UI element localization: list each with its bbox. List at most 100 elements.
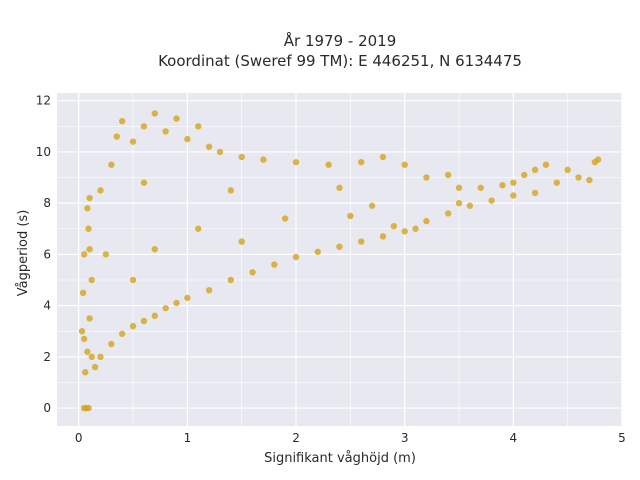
scatter-point	[84, 348, 91, 355]
scatter-point	[227, 187, 235, 194]
x-tick-label: 0	[75, 431, 83, 445]
x-tick-label: 5	[618, 431, 626, 445]
scatter-point	[108, 161, 115, 168]
scatter-point	[80, 335, 88, 343]
scatter-point	[162, 128, 169, 135]
y-tick-label: 12	[36, 94, 51, 108]
x-tick-label: 2	[292, 431, 300, 445]
scatter-point	[477, 184, 484, 191]
scatter-point	[140, 123, 148, 130]
scatter-point	[531, 189, 539, 197]
scatter-point	[140, 317, 148, 325]
y-tick-label: 10	[36, 145, 51, 159]
scatter-point	[444, 210, 452, 217]
chart-title: År 1979 - 2019 Koordinat (Sweref 99 TM):…	[158, 31, 522, 70]
scatter-point	[79, 289, 87, 296]
scatter-point	[97, 187, 104, 194]
scatter-point	[368, 202, 376, 209]
scatter-point	[260, 156, 267, 163]
scatter-point	[466, 202, 474, 209]
scatter-point	[184, 135, 191, 143]
scatter-point	[586, 176, 593, 184]
scatter-point	[88, 353, 95, 361]
scatter-point	[455, 184, 463, 191]
scatter-point	[91, 363, 99, 371]
scatter-point	[249, 269, 256, 276]
scatter-point	[118, 117, 126, 125]
scatter-point	[281, 215, 289, 222]
scatter-point	[314, 248, 321, 256]
scatter-point	[510, 192, 517, 199]
y-tick-label: 2	[43, 350, 51, 364]
scatter-point	[401, 161, 408, 168]
scatter-point	[173, 299, 180, 307]
y-tick-label: 6	[43, 247, 51, 261]
scatter-point	[129, 276, 137, 284]
scatter-point	[390, 223, 398, 230]
scatter-point	[85, 225, 92, 232]
scatter-point	[379, 233, 387, 240]
y-tick-label: 0	[43, 401, 51, 415]
scatter-point	[86, 194, 93, 202]
scatter-point	[358, 158, 365, 166]
scatter-point	[347, 212, 354, 220]
scatter-point	[423, 217, 430, 225]
scatter-point	[140, 179, 148, 186]
chart-title-line-2: Koordinat (Sweref 99 TM): E 446251, N 61…	[158, 52, 522, 70]
y-axis-title: Vågperiod (s)	[16, 210, 31, 297]
scatter-point	[292, 253, 300, 261]
scatter-point	[151, 246, 158, 253]
scatter-point	[575, 174, 582, 181]
scatter-point	[591, 158, 599, 166]
scatter-point	[238, 153, 245, 161]
plot-area	[57, 93, 622, 426]
scatter-point	[151, 312, 158, 320]
scatter-point	[195, 225, 202, 232]
scatter-point	[82, 369, 89, 376]
scatter-point	[113, 133, 120, 140]
scatter-point	[553, 179, 561, 186]
scatter-point	[531, 166, 539, 174]
scatter-point	[271, 261, 278, 268]
scatter-point	[78, 328, 86, 335]
scatter-point	[510, 179, 517, 186]
scatter-point	[358, 238, 365, 245]
scatter-point	[195, 123, 202, 130]
scatter-point	[162, 304, 169, 312]
scatter-point	[85, 404, 92, 412]
scatter-point	[151, 110, 158, 117]
scatter-point	[401, 228, 408, 235]
scatter-point	[238, 238, 245, 245]
x-axis-title: Signifikant våghöjd (m)	[264, 451, 416, 466]
scatter-point	[336, 184, 343, 191]
x-tick-label: 4	[510, 431, 518, 445]
y-tick-label: 4	[43, 299, 51, 313]
scatter-point	[499, 182, 506, 189]
scatter-point	[129, 322, 137, 330]
x-tick-label: 1	[184, 431, 192, 445]
scatter-point	[129, 138, 137, 145]
scatter-point	[84, 205, 91, 212]
scatter-point	[444, 171, 452, 179]
scatter-point	[521, 171, 528, 179]
x-tick-label: 3	[401, 431, 409, 445]
scatter-point	[88, 276, 95, 284]
scatter-point	[102, 251, 110, 258]
scatter-point	[205, 143, 213, 150]
scatter-point	[336, 243, 343, 250]
scatter-point	[325, 161, 332, 168]
scatter-point	[412, 225, 419, 232]
scatter-point	[184, 294, 191, 302]
y-tick-label: 8	[43, 196, 51, 210]
scatter-point	[86, 315, 93, 322]
scatter-point	[379, 153, 387, 161]
chart-title-line-1: År 1979 - 2019	[284, 31, 397, 50]
scatter-points	[78, 110, 602, 412]
scatter-point	[108, 340, 115, 348]
scatter-point	[455, 199, 463, 207]
grid-lines	[57, 93, 623, 426]
scatter-point	[227, 276, 235, 284]
